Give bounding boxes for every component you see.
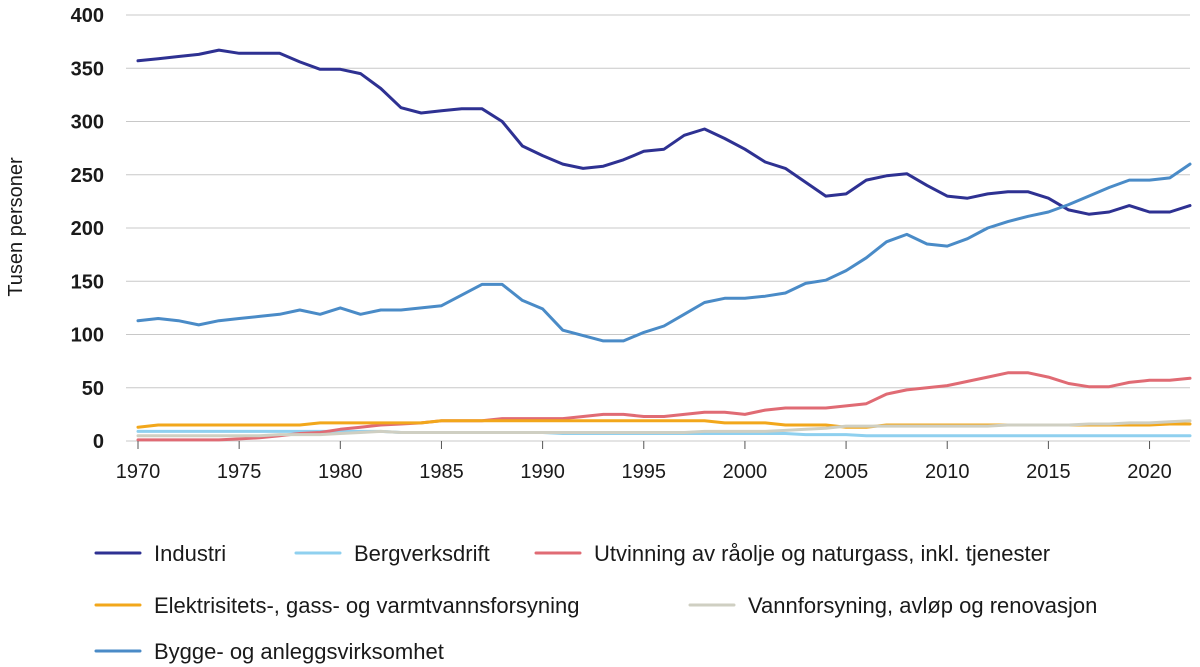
legend-item: Vannforsyning, avløp og renovasjon	[688, 593, 1097, 618]
y-tick-label: 0	[93, 431, 104, 453]
y-axis-ticks: 0 50 100 150 200 250 300 350 400	[71, 5, 104, 453]
legend-label: Bergverksdrift	[354, 541, 490, 566]
x-tick-label: 2020	[1127, 461, 1172, 483]
x-tick-label: 1975	[217, 461, 262, 483]
legend-label: Industri	[154, 541, 226, 566]
legend-item: Utvinning av råolje og naturgass, inkl. …	[534, 541, 1050, 566]
legend-item: Bergverksdrift	[294, 541, 490, 566]
series-line	[136, 371, 1192, 442]
legend-item: Industri	[94, 541, 226, 566]
y-tick-label: 300	[71, 112, 104, 134]
x-tick-label: 2010	[925, 461, 970, 483]
x-tick-label: 1985	[419, 461, 464, 483]
legend-label: Elektrisitets-, gass- og varmtvannsforsy…	[154, 593, 580, 618]
series-lines	[136, 48, 1192, 442]
legend-item: Bygge- og anleggsvirksomhet	[94, 639, 444, 664]
series-line	[136, 162, 1192, 343]
x-tick-label: 1990	[520, 461, 565, 483]
legend-label: Bygge- og anleggsvirksomhet	[154, 639, 444, 664]
legend-item: Elektrisitets-, gass- og varmtvannsforsy…	[94, 593, 580, 618]
legend-label: Vannforsyning, avløp og renovasjon	[748, 593, 1097, 618]
x-tick-label: 2000	[723, 461, 768, 483]
x-tick-label: 1995	[622, 461, 667, 483]
y-tick-label: 150	[71, 271, 104, 293]
y-tick-label: 200	[71, 218, 104, 240]
y-axis-title: Tusen personer	[5, 157, 27, 297]
y-tick-label: 100	[71, 325, 104, 347]
x-tick-label: 2015	[1026, 461, 1071, 483]
x-tick-label: 1980	[318, 461, 363, 483]
legend-label: Utvinning av råolje og naturgass, inkl. …	[594, 541, 1050, 566]
series-line	[136, 48, 1192, 216]
y-tick-label: 50	[82, 378, 104, 400]
y-tick-label: 350	[71, 58, 104, 80]
legend: Industri Bergverksdrift Utvinning av råolj…	[94, 541, 1097, 664]
y-tick-label: 250	[71, 165, 104, 187]
x-tick-label: 2005	[824, 461, 869, 483]
x-tick-label: 1970	[116, 461, 161, 483]
x-axis-ticks: 1970 1975 1980 1985 1990 1995 2000 2005 2010 2015…	[116, 441, 1172, 483]
y-tick-label: 400	[71, 5, 104, 27]
series-line	[136, 419, 1192, 438]
gridlines	[126, 14, 1190, 442]
